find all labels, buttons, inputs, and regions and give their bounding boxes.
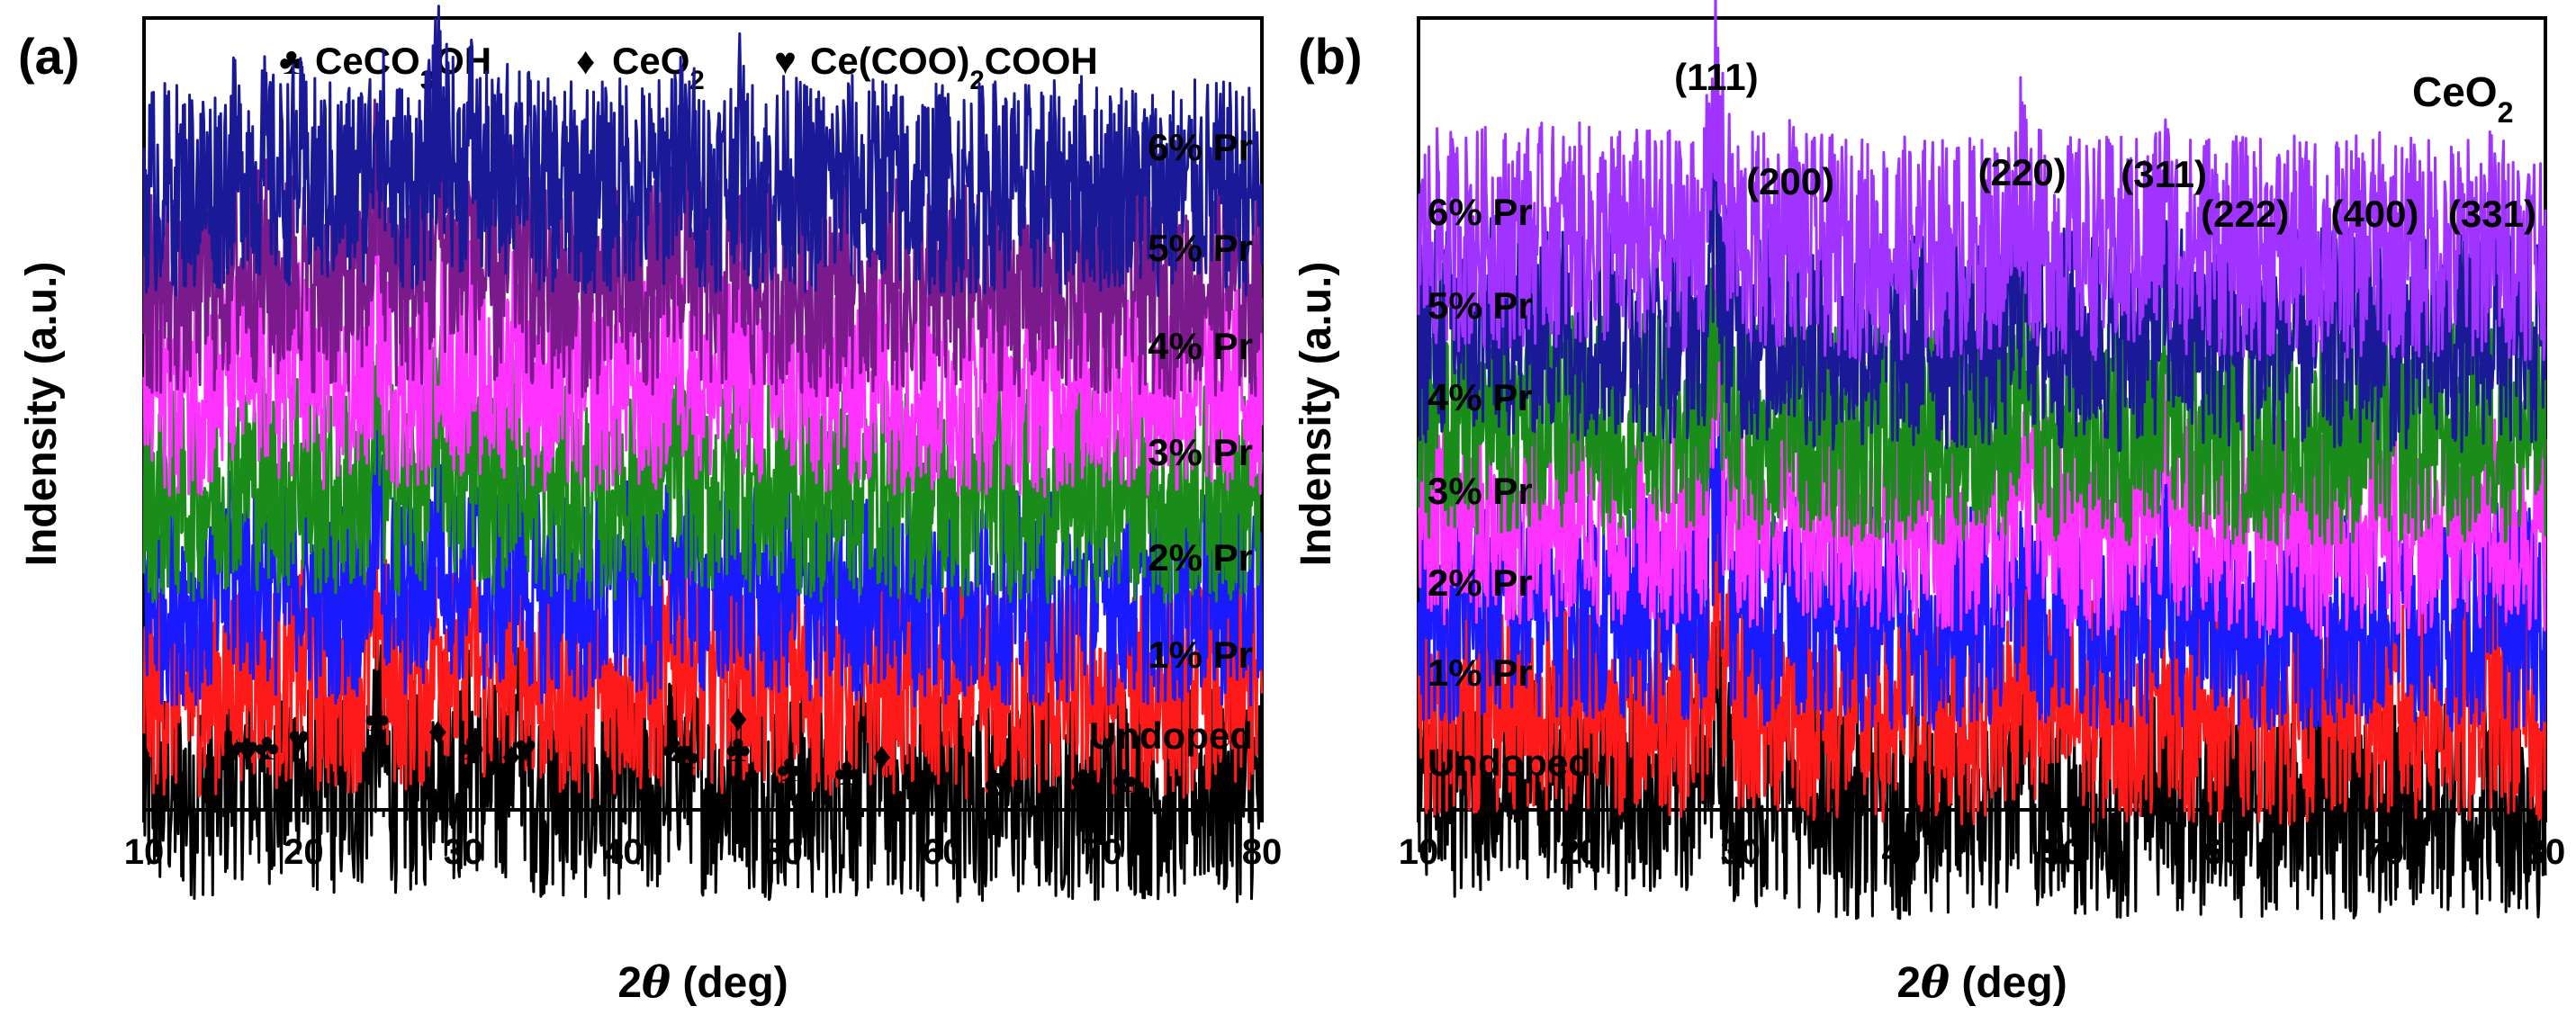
x-tick-label: 70 bbox=[2364, 832, 2405, 872]
x-tick-label: 30 bbox=[1720, 832, 1761, 872]
panel-a-x-ticks: 10 20 30 40 50 60 70 80 bbox=[124, 810, 1283, 872]
panel-b-x-axis-title: 2θ (deg) bbox=[1896, 957, 2067, 1008]
panel-b-letter: (b) bbox=[1298, 28, 1363, 85]
series-label: 5% Pr bbox=[1428, 284, 1533, 327]
series-label: 6% Pr bbox=[1428, 191, 1533, 233]
x-tick-label: 50 bbox=[762, 832, 803, 872]
phase-marker: ♣ bbox=[1112, 758, 1138, 800]
series-label: 3% Pr bbox=[1148, 431, 1253, 473]
peak-hkl-label: (111) bbox=[1674, 56, 1758, 98]
series-label: 4% Pr bbox=[1428, 376, 1533, 418]
phase-marker: ♣ bbox=[662, 727, 687, 769]
panel-a-phase-markers: ♥♥♣ ♥♣ ♦ ♣ ♦♥ ♣♣♦♣ ♣ ♣ ♦♣ ♣ ♣ bbox=[222, 696, 1137, 804]
x-tick-label: 10 bbox=[124, 832, 165, 872]
x-tick-label: 70 bbox=[1082, 832, 1122, 872]
series-label: 2% Pr bbox=[1428, 561, 1533, 604]
xrd-curve bbox=[1417, 0, 2547, 362]
panel-b-peak-labels: (111) (200) (220) (311)(222) (400) (331) bbox=[1674, 56, 2536, 235]
peak-hkl-label: (331) bbox=[2448, 193, 2536, 235]
phase-marker: ♥ bbox=[288, 718, 311, 760]
panel-a-legend: ♣ CeCO3OH ♦ CeO2 ♥ Ce(COO)2COOH bbox=[279, 40, 1098, 95]
x-tick-label: 60 bbox=[923, 832, 963, 872]
series-label: 3% Pr bbox=[1428, 470, 1533, 512]
legend-symbol: ♦ bbox=[576, 40, 595, 82]
peak-hkl-label: (311) bbox=[2121, 153, 2207, 195]
series-label: 2% Pr bbox=[1148, 536, 1253, 579]
x-tick-label: 20 bbox=[1560, 832, 1600, 872]
panel-b-phase-label: CeO2 bbox=[2412, 68, 2514, 129]
legend-label: Ce(COO)2COOH bbox=[810, 40, 1098, 95]
panel-b: (b) CeO2 (111)(200) (220) (311)(222) (400)(… bbox=[1293, 0, 2565, 1008]
phase-marker: ♥ bbox=[515, 727, 537, 769]
phase-marker: ♣ bbox=[725, 727, 751, 769]
peak-hkl-label: (222) bbox=[2201, 193, 2289, 235]
x-tick-label: 10 bbox=[1399, 832, 1439, 872]
peak-hkl-label: (200) bbox=[1746, 160, 1834, 202]
phase-marker: ♦ bbox=[501, 734, 520, 777]
x-tick-label: 30 bbox=[444, 832, 484, 872]
panel-a-curves bbox=[142, 4, 1264, 903]
x-tick-label: 60 bbox=[2203, 832, 2244, 872]
phase-marker: ♣ bbox=[985, 761, 1010, 804]
x-tick-label: 40 bbox=[603, 832, 644, 872]
panel-a: (a) ♣ CeCO3OH ♦ CeO2 ♥ Ce(COO)2COOH ♥♥♣ ♥♣ ♦ ♣ ♦♥… bbox=[18, 4, 1283, 1008]
panel-a-y-axis-title: Indensity (a.u.) bbox=[18, 262, 66, 567]
series-label: Undoped bbox=[1089, 714, 1253, 757]
phase-marker: ♣ bbox=[674, 734, 699, 777]
xrd-curve bbox=[1417, 238, 2547, 546]
phase-marker: ♣ bbox=[834, 750, 860, 793]
phase-marker: ♥ bbox=[222, 729, 245, 771]
panel-a-series-labels: Undoped 1% Pr 2% Pr 3% Pr 4% Pr 5% Pr 6% Pr bbox=[1089, 126, 1253, 757]
x-tick-label: 40 bbox=[1881, 832, 1922, 872]
phase-marker: ♣ bbox=[459, 725, 484, 768]
series-label: 1% Pr bbox=[1148, 633, 1253, 676]
phase-marker: ♣ bbox=[365, 696, 390, 739]
xrd-curve bbox=[142, 4, 1264, 298]
legend-label: CeO2 bbox=[612, 40, 705, 95]
panel-b-y-axis-title: Indensity (a.u.) bbox=[1293, 262, 1340, 567]
series-label: 1% Pr bbox=[1428, 651, 1533, 694]
phase-marker: ♦ bbox=[428, 709, 447, 751]
series-label: 4% Pr bbox=[1148, 325, 1253, 367]
phase-marker: ♣ bbox=[777, 747, 802, 789]
panel-a-x-axis-title: 2θ (deg) bbox=[617, 957, 788, 1008]
series-label: Undoped bbox=[1428, 741, 1591, 784]
x-tick-label: 80 bbox=[1242, 832, 1283, 872]
peak-hkl-label: (220) bbox=[1978, 151, 2067, 193]
panel-b-series-labels: Undoped 1% Pr 2% Pr 3% Pr 4% Pr 5% Pr 6% Pr bbox=[1428, 191, 1591, 784]
series-label: 6% Pr bbox=[1148, 126, 1253, 168]
x-tick-label: 80 bbox=[2526, 832, 2566, 872]
legend-label: CeCO3OH bbox=[315, 40, 491, 95]
phase-marker: ♣ bbox=[1070, 758, 1095, 800]
peak-hkl-label: (400) bbox=[2330, 193, 2418, 235]
legend-symbol: ♥ bbox=[774, 40, 797, 82]
phase-marker: ♥ bbox=[237, 729, 259, 771]
series-label: 5% Pr bbox=[1148, 227, 1253, 269]
phase-marker: ♣ bbox=[255, 725, 280, 768]
panel-b-curves bbox=[1417, 0, 2547, 921]
x-tick-label: 50 bbox=[2042, 832, 2083, 872]
phase-marker: ♦ bbox=[728, 696, 747, 739]
panel-a-letter: (a) bbox=[18, 28, 79, 85]
panel-b-x-ticks: 10 20 30 40 50 60 70 80 bbox=[1399, 810, 2566, 872]
x-tick-label: 20 bbox=[284, 832, 324, 872]
phase-marker: ♦ bbox=[872, 734, 891, 777]
